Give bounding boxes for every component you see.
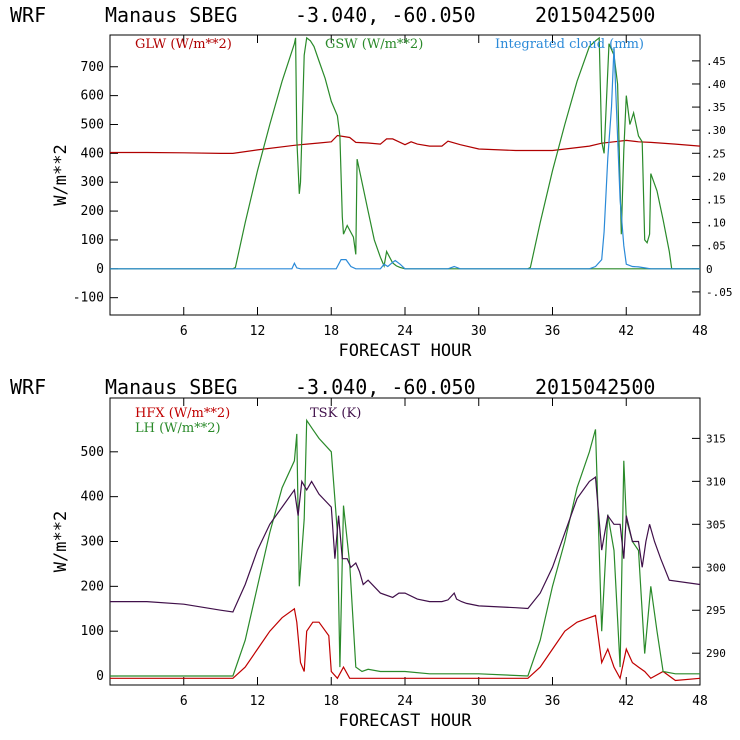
x-tick-label: 18	[323, 694, 339, 709]
header-coords: -3.040, -60.050	[295, 375, 476, 399]
y2-tick-label: .20	[706, 170, 726, 183]
plot-frame	[109, 397, 701, 686]
series-line-2-3	[110, 476, 701, 613]
series-line-2-2	[110, 418, 700, 677]
header-model: WRF	[10, 375, 46, 399]
y-tick-label: 200	[81, 579, 104, 594]
y-tick-label: 300	[81, 535, 104, 550]
series-line-2-1	[110, 607, 701, 682]
x-tick-label: 12	[250, 324, 266, 339]
x-tick-label: 48	[692, 324, 708, 339]
y2-tick-label: .45	[706, 55, 726, 68]
y2-tick-label: .35	[706, 101, 726, 114]
x-axis-label: FORECAST HOUR	[338, 341, 472, 361]
y2-tick-label: 315	[706, 432, 726, 445]
y-tick-label: 700	[81, 60, 104, 75]
y-tick-label: 0	[96, 669, 104, 684]
x-tick-label: 36	[545, 324, 561, 339]
y2-tick-label: 300	[706, 561, 726, 574]
y2-tick-label: 290	[706, 647, 726, 660]
y-axis-label: W/m**2	[51, 511, 71, 572]
y2-tick-label: .25	[706, 147, 726, 160]
y2-tick-label: -.05	[706, 286, 733, 299]
legend-entry: GLW (W/m**2)	[135, 37, 232, 52]
x-axis-label: FORECAST HOUR	[338, 711, 472, 731]
x-tick-label: 6	[180, 324, 188, 339]
y-tick-label: 100	[81, 233, 104, 248]
y2-tick-label: 0	[706, 263, 713, 276]
y2-tick-label: 305	[706, 518, 726, 531]
y-tick-label: -100	[73, 291, 104, 306]
x-tick-label: 30	[471, 694, 487, 709]
x-tick-label: 42	[618, 324, 634, 339]
header-site: Manaus SBEG	[105, 375, 237, 399]
chart-panel-2: WRF Manaus SBEG -3.040, -60.050 2015042500 6…	[10, 375, 726, 731]
y-tick-label: 100	[81, 624, 104, 639]
y2-tick-label: .40	[706, 78, 726, 91]
series-line-1-1	[110, 134, 701, 154]
x-tick-label: 18	[323, 324, 339, 339]
header-site: Manaus SBEG	[105, 3, 237, 27]
y-tick-label: 400	[81, 146, 104, 161]
series-line-1-4	[110, 46, 700, 270]
y-tick-label: 0	[96, 262, 104, 277]
y-tick-label: 500	[81, 117, 104, 132]
legend-entry: TSK (K)	[310, 406, 361, 421]
x-tick-label: 48	[692, 694, 708, 709]
y2-tick-label: 295	[706, 604, 726, 617]
legend-entry: GSW (W/m**2)	[325, 37, 423, 52]
x-tick-label: 30	[471, 324, 487, 339]
x-tick-label: 36	[545, 694, 561, 709]
y2-tick-label: .05	[706, 240, 726, 253]
series-line-1-3	[527, 36, 700, 270]
legend-entry: LH (W/m**2)	[135, 421, 221, 436]
legend-entry: HFX (W/m**2)	[135, 406, 230, 421]
y-tick-label: 500	[81, 445, 104, 460]
x-tick-label: 42	[618, 694, 634, 709]
header-run: 2015042500	[535, 3, 655, 27]
y-tick-label: 300	[81, 175, 104, 190]
header-coords: -3.040, -60.050	[295, 3, 476, 27]
y-axis-label: W/m**2	[51, 144, 71, 205]
y-tick-label: 400	[81, 490, 104, 505]
y-tick-label: 200	[81, 204, 104, 219]
x-tick-label: 6	[180, 694, 188, 709]
x-tick-label: 12	[250, 694, 266, 709]
plot-frame	[109, 34, 701, 316]
header-model: WRF	[10, 3, 46, 27]
x-tick-label: 24	[397, 324, 413, 339]
chart-panel-1: WRF Manaus SBEG -3.040, -60.050 2015042500 6…	[10, 3, 733, 361]
y2-tick-label: .15	[706, 193, 726, 206]
y-tick-label: 600	[81, 89, 104, 104]
legend-entry: Integrated cloud (mm)	[495, 37, 644, 52]
y2-tick-label: 310	[706, 475, 726, 488]
header-run: 2015042500	[535, 375, 655, 399]
x-tick-label: 24	[397, 694, 413, 709]
y2-tick-label: .10	[706, 217, 726, 230]
y2-tick-label: .30	[706, 124, 726, 137]
